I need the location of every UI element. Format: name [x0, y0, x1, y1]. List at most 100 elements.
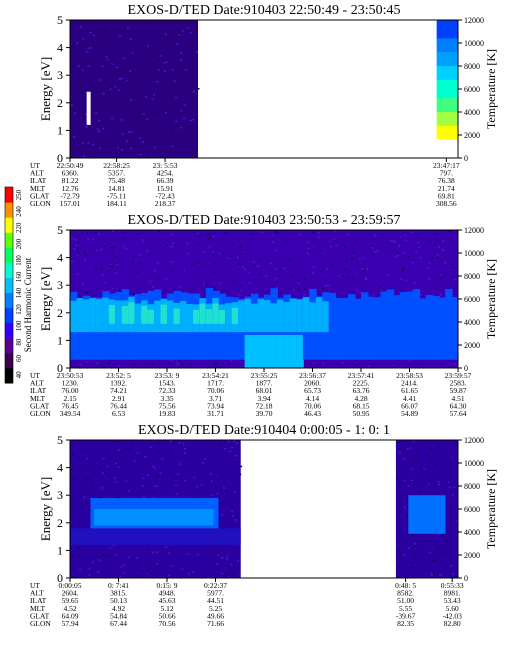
- speckle: [412, 459, 415, 462]
- speckle: [324, 284, 327, 287]
- speckle: [218, 252, 221, 255]
- speckle: [227, 440, 230, 443]
- speckle: [213, 286, 216, 289]
- speckle: [153, 480, 156, 482]
- ephemeris-value: 82.35: [397, 619, 414, 628]
- speckle: [71, 260, 74, 263]
- speckle: [211, 494, 214, 497]
- speckle: [187, 27, 190, 29]
- speckle: [82, 457, 85, 460]
- speckle: [205, 283, 208, 286]
- colorbar-cell: [5, 277, 13, 294]
- ephemeris-value: 349.54: [60, 409, 81, 418]
- speckle: [210, 480, 213, 482]
- speckle: [117, 449, 120, 451]
- speckle: [453, 278, 456, 281]
- speckle: [411, 231, 414, 234]
- band: [425, 294, 434, 360]
- speckle: [113, 544, 116, 546]
- speckle: [401, 267, 404, 270]
- speckle: [415, 461, 418, 464]
- ephemeris-value: 59.65: [62, 596, 79, 605]
- speckle: [197, 233, 200, 235]
- band: [257, 334, 265, 368]
- ephemeris-value: 66.39: [157, 176, 174, 185]
- speckle: [98, 559, 101, 561]
- speckle: [85, 254, 88, 256]
- speckle: [151, 286, 154, 288]
- color-cell: [436, 112, 458, 118]
- speckle: [402, 458, 405, 460]
- band: [173, 308, 181, 324]
- data-segment: [436, 20, 458, 158]
- speckle: [297, 282, 300, 284]
- speckle: [376, 250, 379, 252]
- speckle: [102, 127, 105, 130]
- ephemeris-value: 70.06: [304, 401, 321, 410]
- ephemeris-value: 23:47:17: [433, 161, 460, 170]
- speckle: [216, 563, 219, 565]
- speckle: [403, 252, 406, 254]
- speckle: [355, 364, 358, 367]
- speckle: [89, 31, 92, 34]
- ephemeris-value: 57.94: [62, 619, 79, 628]
- tick-label: 8000: [464, 482, 480, 491]
- ephemeris-label: UT: [30, 161, 40, 170]
- speckle: [450, 264, 453, 266]
- speckle: [400, 278, 403, 281]
- ephemeris-value: 63.76: [353, 386, 370, 395]
- speckle: [419, 293, 422, 296]
- speckle: [158, 230, 161, 232]
- speckle: [232, 573, 235, 576]
- speckle: [112, 251, 115, 254]
- color-cell: [436, 61, 458, 67]
- band: [160, 304, 168, 324]
- data-segment: [70, 230, 458, 368]
- speckle: [143, 115, 146, 118]
- speckle: [367, 365, 370, 367]
- speckle: [71, 104, 74, 106]
- speckle: [166, 239, 169, 242]
- speckle: [133, 145, 136, 147]
- speckle: [177, 40, 180, 42]
- color-cell: [436, 139, 458, 146]
- speckle: [123, 564, 126, 566]
- speckle: [88, 574, 91, 576]
- speckle: [231, 505, 234, 508]
- speckle: [74, 239, 77, 241]
- speckle: [76, 555, 79, 557]
- color-cell: [436, 47, 458, 54]
- speckle: [136, 453, 139, 456]
- speckle: [115, 462, 118, 465]
- ephemeris-value: 51.00: [397, 596, 414, 605]
- speckle: [145, 96, 148, 98]
- speckle: [229, 450, 232, 453]
- speckle: [397, 245, 400, 247]
- speckle: [272, 234, 275, 237]
- speckle: [178, 286, 181, 288]
- tick-label: 10000: [464, 39, 484, 48]
- band: [367, 296, 375, 360]
- speckle: [126, 448, 129, 450]
- speckle: [96, 362, 99, 364]
- band: [270, 334, 278, 368]
- speckle: [404, 234, 407, 237]
- ephemeris-value: 5.25: [209, 604, 222, 613]
- speckle: [136, 452, 139, 455]
- speckle: [184, 62, 187, 64]
- tick-label: 1: [57, 123, 63, 137]
- speckle: [412, 440, 415, 443]
- speckle: [330, 245, 333, 248]
- speckle: [224, 362, 227, 364]
- speckle: [428, 479, 431, 482]
- ephemeris-label: ILAT: [30, 596, 47, 605]
- speckle: [139, 254, 142, 256]
- speckle: [186, 252, 189, 255]
- speckle: [247, 271, 250, 274]
- speckle: [182, 30, 185, 32]
- speckle: [428, 572, 431, 574]
- speckle: [101, 487, 104, 489]
- speckle: [233, 550, 236, 553]
- ephemeris-label: UT: [30, 581, 40, 590]
- speckle: [197, 261, 200, 264]
